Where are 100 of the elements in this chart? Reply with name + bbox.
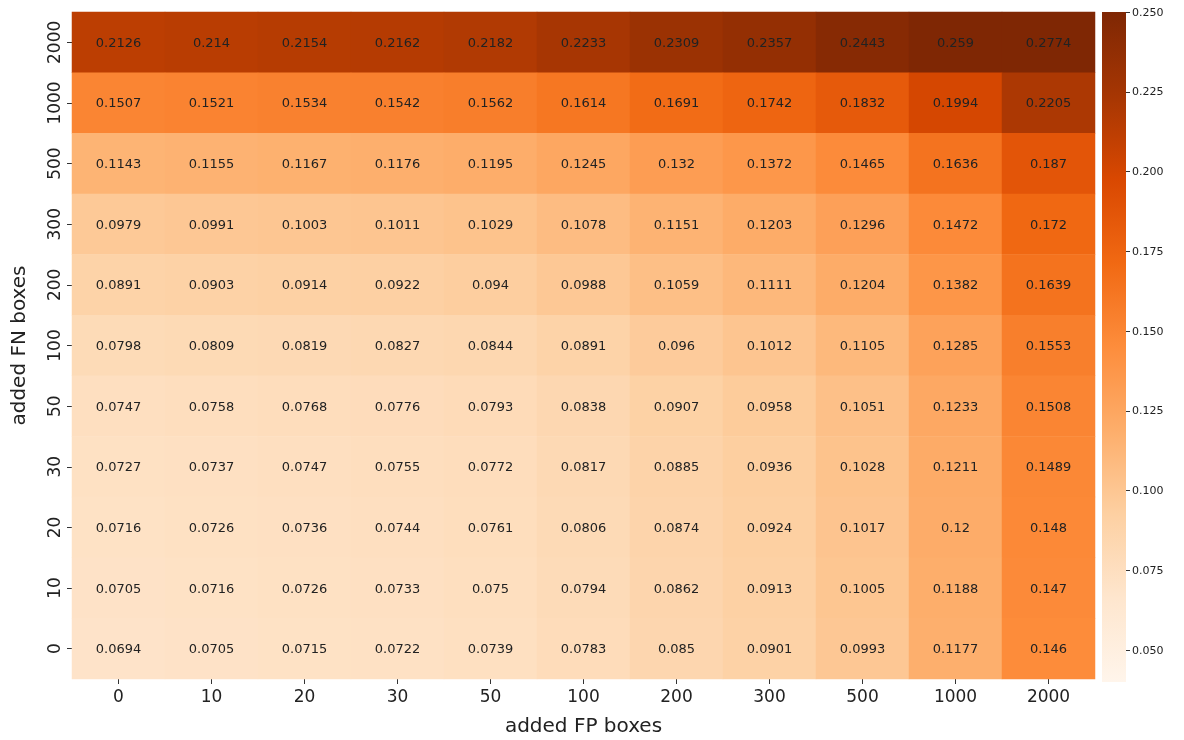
data-label: 0.146 bbox=[1029, 641, 1068, 657]
x-tick-label: 0 bbox=[113, 685, 124, 706]
data-label: 0.1176 bbox=[374, 156, 421, 172]
data-label: 0.0716 bbox=[95, 519, 142, 535]
data-label: 0.12 bbox=[941, 519, 970, 535]
data-label: 0.0988 bbox=[560, 277, 607, 293]
data-label: 0.0783 bbox=[560, 641, 607, 657]
data-label: 0.0936 bbox=[746, 459, 793, 475]
data-label: 0.0705 bbox=[95, 580, 142, 596]
data-label: 0.1507 bbox=[95, 95, 142, 111]
data-label: 0.1028 bbox=[839, 459, 886, 475]
data-label: 0.1372 bbox=[746, 156, 793, 172]
x-tick-label: 30 bbox=[386, 685, 409, 706]
data-label: 0.096 bbox=[657, 338, 696, 353]
data-label: 0.2774 bbox=[1025, 34, 1072, 50]
data-label: 0.0958 bbox=[746, 398, 793, 414]
data-label: 0.1245 bbox=[560, 156, 607, 172]
data-label: 0.0817 bbox=[560, 459, 607, 475]
y-tick-label: 1000 bbox=[43, 81, 64, 125]
y-axis-title: added FN boxes bbox=[6, 265, 30, 426]
data-label: 0.1177 bbox=[932, 641, 979, 657]
data-label: 0.0727 bbox=[95, 459, 142, 475]
x-tick-label: 10 bbox=[200, 685, 223, 706]
data-label: 0.2205 bbox=[1025, 95, 1072, 111]
data-label: 0.1203 bbox=[746, 216, 793, 232]
data-label: 0.0809 bbox=[188, 338, 235, 353]
data-label: 0.1691 bbox=[653, 95, 700, 111]
data-label: 0.1639 bbox=[1025, 277, 1072, 293]
data-label: 0.0758 bbox=[188, 398, 235, 414]
data-label: 0.0736 bbox=[281, 519, 328, 535]
data-label: 0.075 bbox=[471, 580, 510, 596]
y-tick-label: 50 bbox=[43, 395, 64, 417]
data-label: 0.1211 bbox=[932, 459, 979, 475]
data-label: 0.0768 bbox=[281, 398, 328, 414]
data-label: 0.0747 bbox=[281, 459, 328, 475]
data-label: 0.1143 bbox=[95, 156, 142, 172]
color-bar-label: 0.050 bbox=[1132, 643, 1164, 657]
data-label: 0.1285 bbox=[932, 338, 979, 353]
x-tick-label: 200 bbox=[660, 685, 693, 706]
data-label: 0.187 bbox=[1029, 156, 1068, 172]
color-bar-label: 0.125 bbox=[1132, 404, 1164, 418]
data-label: 0.172 bbox=[1029, 216, 1068, 232]
data-label: 0.147 bbox=[1029, 580, 1068, 596]
data-label: 0.1204 bbox=[839, 277, 886, 293]
data-label: 0.1636 bbox=[932, 156, 979, 172]
data-label: 0.0772 bbox=[467, 459, 514, 475]
data-label: 0.1233 bbox=[932, 398, 979, 414]
data-label: 0.1382 bbox=[932, 277, 979, 293]
y-tick-label: 100 bbox=[43, 329, 64, 362]
data-label: 0.0862 bbox=[653, 580, 700, 596]
data-label: 0.0891 bbox=[95, 277, 142, 293]
data-label: 0.1051 bbox=[839, 398, 886, 414]
x-tick-label: 100 bbox=[567, 685, 600, 706]
data-label: 0.2182 bbox=[467, 34, 514, 50]
x-tick-label: 20 bbox=[293, 685, 316, 706]
data-label: 0.2154 bbox=[281, 34, 328, 50]
y-tick-label: 500 bbox=[43, 147, 64, 180]
y-tick-label: 10 bbox=[43, 577, 64, 599]
data-label: 0.1296 bbox=[839, 216, 886, 232]
data-label: 0.0993 bbox=[839, 641, 886, 657]
data-label: 0.1562 bbox=[467, 95, 514, 111]
y-tick-label: 200 bbox=[43, 268, 64, 302]
data-label: 0.0844 bbox=[467, 338, 514, 353]
x-axis-title: added FP boxes bbox=[504, 713, 663, 737]
data-label: 0.0913 bbox=[746, 580, 793, 596]
data-label: 0.0747 bbox=[95, 398, 142, 414]
data-label: 0.1105 bbox=[839, 338, 886, 353]
y-tick-label: 30 bbox=[43, 455, 64, 478]
y-tick-label: 2000 bbox=[43, 20, 64, 64]
data-label: 0.0903 bbox=[188, 277, 235, 293]
x-tick-label: 1000 bbox=[933, 685, 978, 706]
data-label: 0.1151 bbox=[653, 216, 700, 232]
color-bar-label: 0.075 bbox=[1132, 563, 1164, 577]
data-label: 0.1012 bbox=[746, 338, 793, 353]
data-label: 0.0722 bbox=[374, 641, 421, 657]
data-label: 0.148 bbox=[1029, 519, 1068, 535]
data-label: 0.0914 bbox=[281, 277, 328, 293]
data-label: 0.085 bbox=[657, 641, 696, 657]
data-label: 0.0901 bbox=[746, 641, 793, 657]
data-label: 0.0907 bbox=[653, 398, 700, 414]
data-label: 0.214 bbox=[192, 34, 231, 50]
color-bar-label: 0.250 bbox=[1132, 5, 1164, 19]
data-label: 0.0793 bbox=[467, 398, 514, 414]
data-label: 0.1542 bbox=[374, 95, 421, 111]
data-label: 0.2443 bbox=[839, 34, 886, 50]
data-label: 0.1553 bbox=[1025, 338, 1072, 353]
data-label: 0.2309 bbox=[653, 34, 700, 50]
data-label: 0.2162 bbox=[374, 34, 421, 50]
x-tick-label: 500 bbox=[846, 685, 879, 706]
color-bar-label: 0.175 bbox=[1132, 244, 1164, 258]
data-label: 0.1195 bbox=[467, 156, 514, 172]
data-label: 0.0705 bbox=[188, 641, 235, 657]
data-label: 0.1029 bbox=[467, 216, 514, 232]
x-tick-label: 50 bbox=[479, 685, 502, 706]
x-tick-label: 2000 bbox=[1026, 685, 1071, 706]
data-label: 0.0891 bbox=[560, 338, 607, 353]
data-label: 0.0739 bbox=[467, 641, 514, 657]
data-label: 0.1465 bbox=[839, 156, 886, 172]
data-label: 0.1508 bbox=[1025, 398, 1072, 414]
data-label: 0.0991 bbox=[188, 216, 235, 232]
